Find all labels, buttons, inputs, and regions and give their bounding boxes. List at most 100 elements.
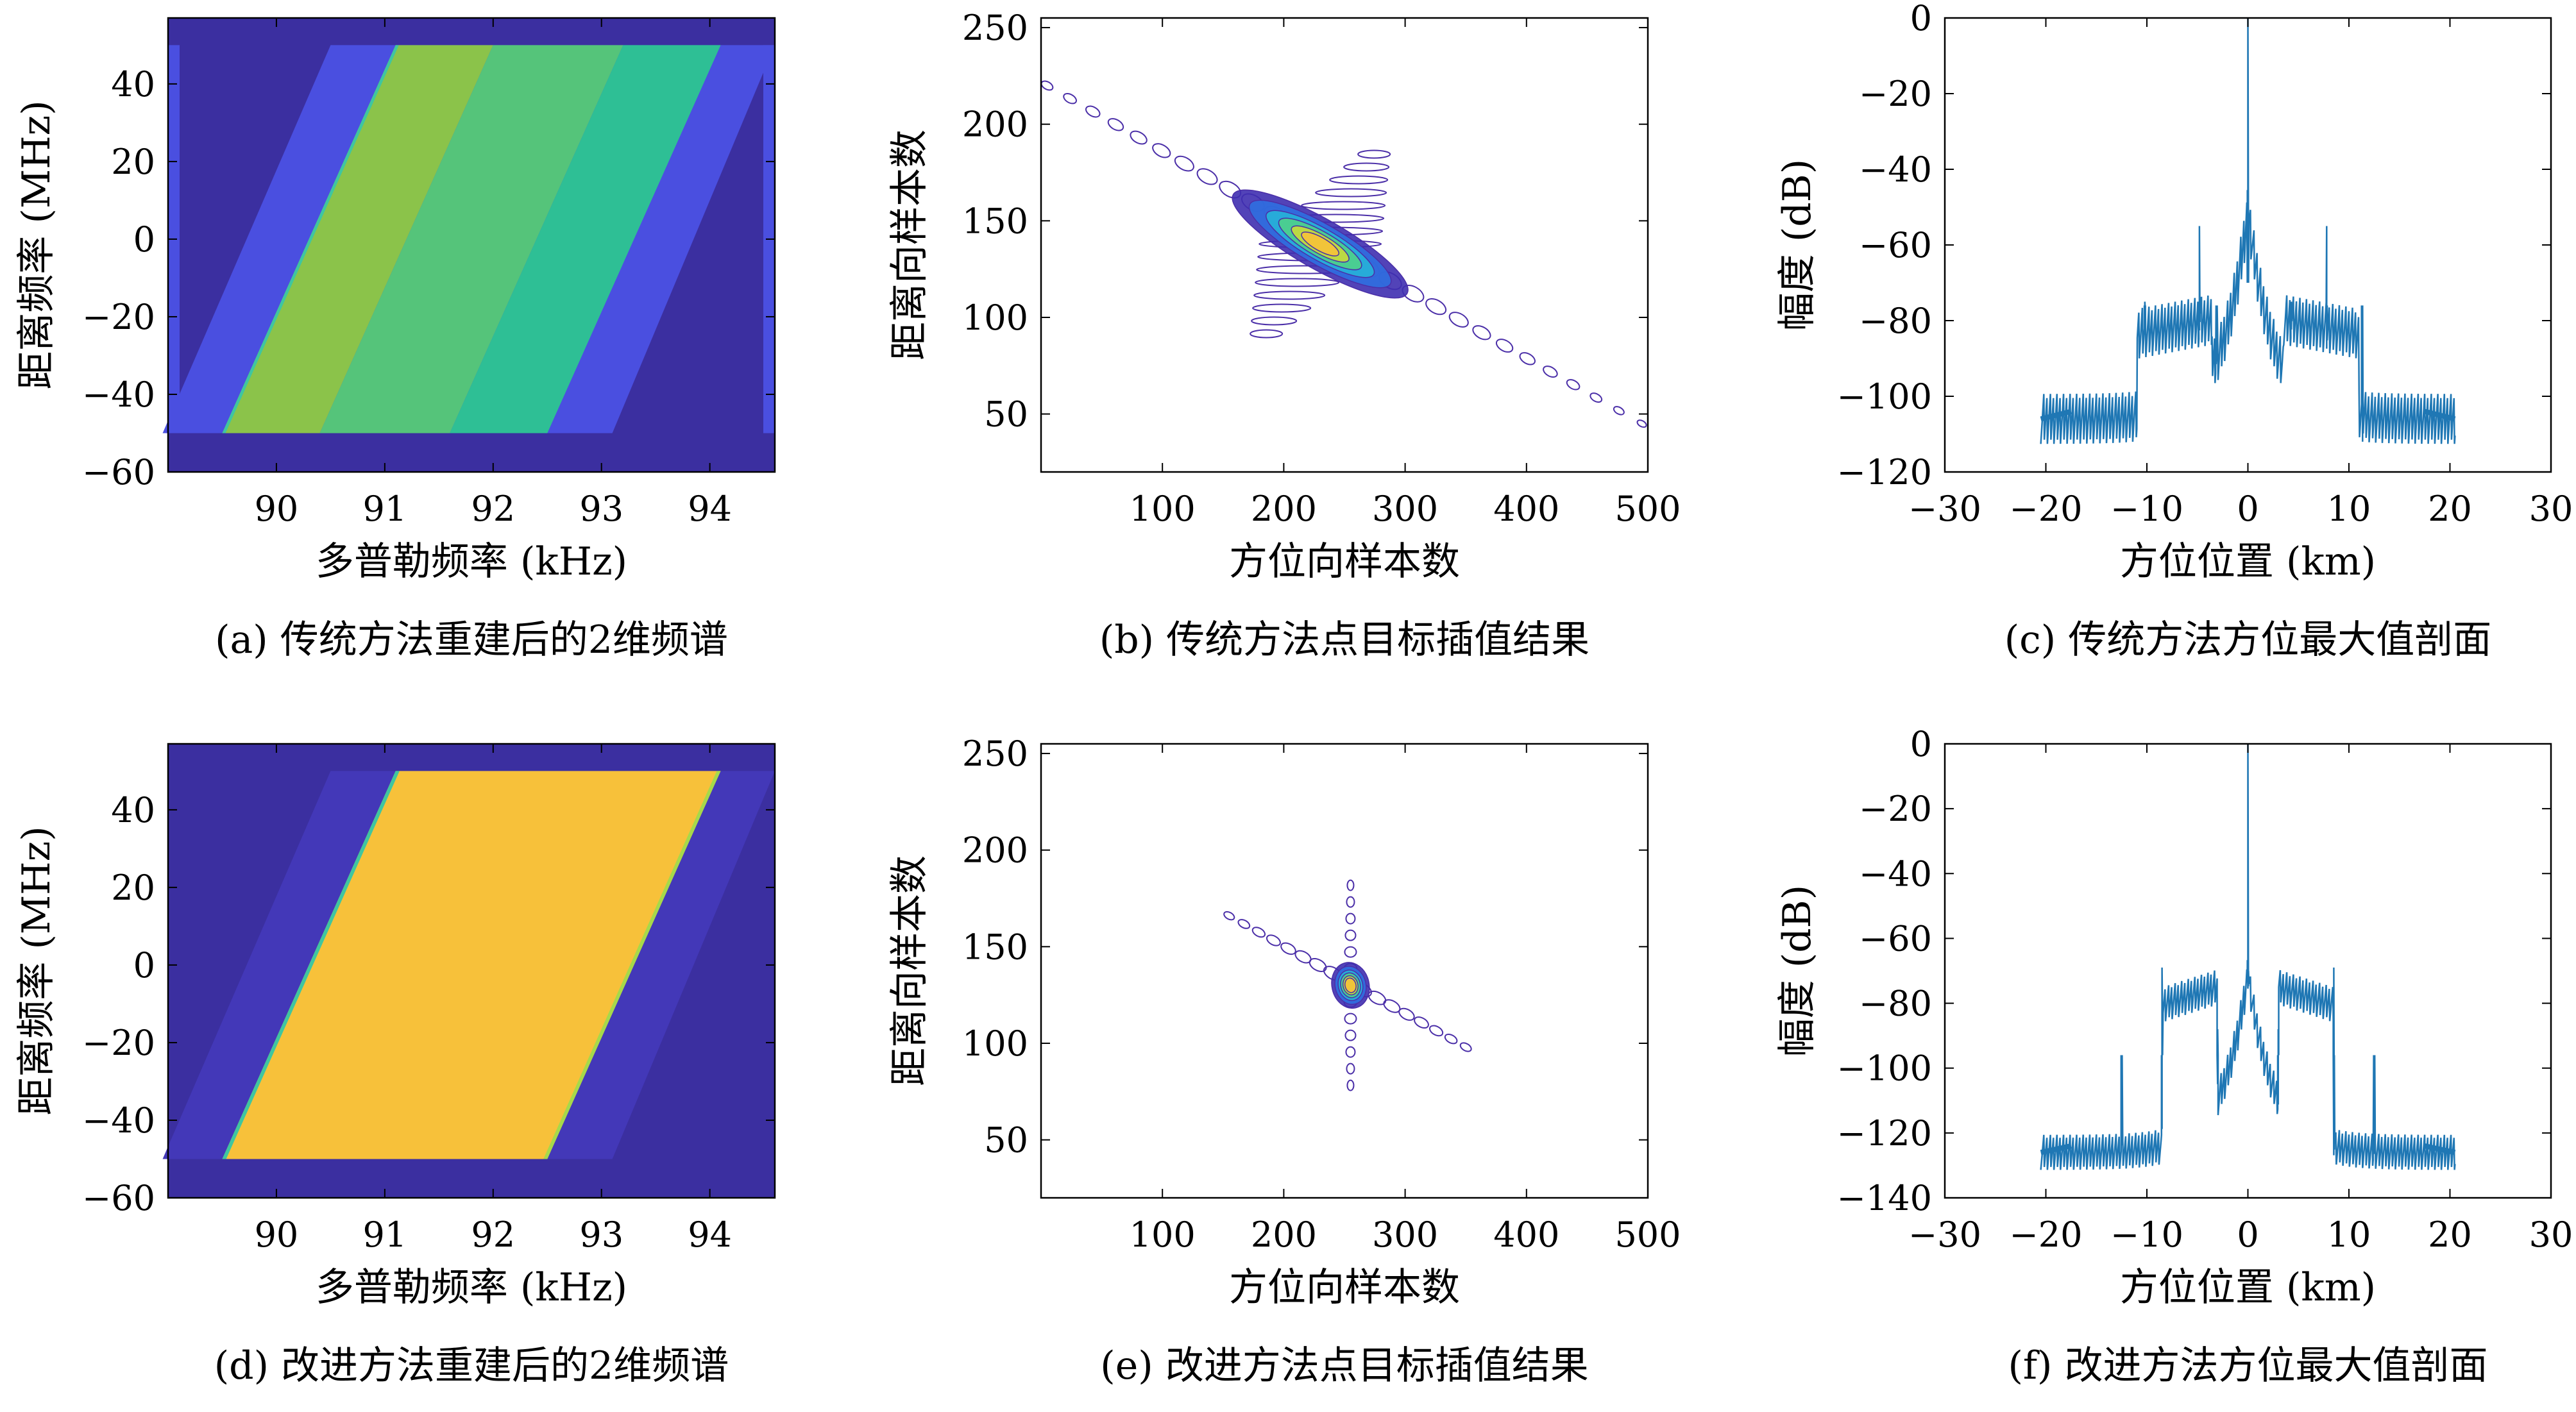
x-tick-label: 100 [1130,489,1196,529]
x-tick-label: 20 [2428,489,2472,529]
panel-caption: (e) 改进方法点目标插值结果 [1100,1343,1588,1388]
y-tick-label: −140 [1837,1178,1932,1218]
x-tick-label: 90 [255,489,299,529]
contour-group [1041,80,1647,428]
y-tick-label: 200 [962,830,1028,871]
y-tick-label: −100 [1837,1048,1932,1089]
y-axis-label: 距离向样本数 [887,855,932,1086]
x-tick-label: 200 [1251,489,1317,529]
y-tick-label: 150 [962,927,1028,967]
panel-f: −30 −20 −10 0 10 20 300−20−40−60−80−100−120−14… [1775,724,2573,1388]
y-tick-label: 100 [962,1023,1028,1064]
x-tick-label: −10 [2110,1214,2183,1255]
x-tick-label: −10 [2110,489,2183,529]
contour-sidelobe [1543,366,1558,378]
contour-sidelobe [1636,419,1647,428]
y-tick-label: 40 [111,790,155,830]
contour-vertical-sidelobe [1315,188,1387,198]
y-tick-label: 0 [1910,0,1932,38]
x-tick-label: 400 [1493,1214,1559,1255]
contour-mainlobe-level [1301,231,1340,256]
spectrum-left-edge-glow [222,45,399,433]
plot-frame [1040,743,1649,1199]
contour-vertical-sidelobe [1251,316,1298,326]
contour-sidelobe [1414,1016,1429,1029]
contour-vertical-sidelobe [1357,149,1391,159]
profile-floor-band-right [2424,1143,2456,1156]
contour-vertical-sidelobe [1250,329,1284,339]
plot-frame [167,17,776,473]
contour-sidelobe [1566,379,1580,391]
x-axis-label: 方位位置 (km) [2120,1265,2376,1310]
x-tick-label: 100 [1130,1214,1196,1255]
contour-vertical-sidelobe [1345,1046,1356,1058]
contour-sidelobe [1280,942,1296,955]
panel-caption: (f) 改进方法方位最大值剖面 [2008,1343,2487,1388]
contour-sidelobe [1041,80,1054,91]
panel-caption: (b) 传统方法点目标插值结果 [1099,618,1589,662]
contour-sidelobe [1063,93,1077,105]
contour-sidelobe [1152,143,1171,158]
contour-group [1223,879,1472,1091]
x-tick-label: 500 [1614,1214,1681,1255]
spectrum-main-region [222,771,721,1159]
panel-caption: (d) 改进方法重建后的2维频谱 [214,1343,729,1388]
y-tick-label: −120 [1837,1113,1932,1154]
x-axis-label: 多普勒频率 (kHz) [316,539,627,584]
y-tick-label: 100 [962,298,1028,338]
spectrum-stripe-yellowgreen [222,45,493,433]
y-tick-label: −40 [82,1100,155,1141]
x-tick-label: 94 [688,489,732,529]
y-tick-label: 20 [111,868,155,908]
profile-floor-band-left [2040,1143,2072,1156]
contour-vertical-sidelobe [1345,912,1356,925]
contour-vertical-sidelobe [1346,1063,1355,1075]
y-axis-label: 幅度 (dB) [1775,885,1820,1057]
y-tick-label: 150 [962,201,1028,241]
y-tick-label: −60 [1859,918,1932,959]
y-tick-label: −100 [1837,376,1932,417]
x-tick-label: 300 [1372,1214,1438,1255]
y-tick-label: −60 [82,452,155,492]
y-tick-label: −20 [82,297,155,337]
x-tick-label: 30 [2529,1214,2573,1255]
y-tick-label: 0 [1910,724,1932,764]
contour-vertical-sidelobe [1255,278,1340,287]
y-tick-label: −80 [1859,984,1932,1024]
contour-sidelobe [1237,919,1251,929]
contour-sidelobe [1472,325,1491,340]
contour-sidelobe [1398,1007,1415,1021]
panel-e: 100 200 300 400 500 250 200 150 100 50 方位向样本数 距离向样本… [887,734,1681,1388]
plot-frame [1944,743,2552,1199]
x-tick-label: −20 [2010,489,2083,529]
contour-sidelobe [1428,1025,1444,1037]
x-tick-label: 0 [2237,1214,2258,1255]
y-tick-label: 50 [984,394,1028,435]
contour-sidelobe [1425,298,1447,315]
x-tick-label: −20 [2010,1214,2083,1255]
x-tick-label: 20 [2428,1214,2472,1255]
x-axis-label: 方位向样本数 [1229,539,1460,584]
y-axis-label: 距离频率 (MHz) [14,826,59,1115]
x-tick-label: 30 [2529,489,2573,529]
x-tick-label: 94 [688,1214,732,1255]
contour-sidelobe [1495,339,1514,353]
x-tick-label: −30 [1908,489,1981,529]
y-axis-label: 距离向样本数 [887,130,932,360]
x-tick-label: 400 [1493,489,1559,529]
x-axis-label: 方位向样本数 [1229,1265,1460,1310]
spectrum-left-edge-glow [222,771,400,1159]
y-tick-label: 0 [133,945,155,986]
y-tick-label: 250 [962,8,1028,48]
y-tick-label: 20 [111,142,155,182]
contour-sidelobe [1223,911,1235,921]
contour-vertical-sidelobe [1329,175,1389,185]
x-tick-label: 93 [579,1214,623,1255]
spectrum-stripe-teal [450,45,721,433]
profile-floor-band-left [2040,408,2072,422]
x-tick-label: 91 [362,489,407,529]
contour-sidelobe [1459,1042,1472,1052]
contour-vertical-sidelobe [1344,1029,1357,1041]
contour-vertical-sidelobe [1344,946,1357,958]
contour-sidelobe [1085,105,1101,118]
